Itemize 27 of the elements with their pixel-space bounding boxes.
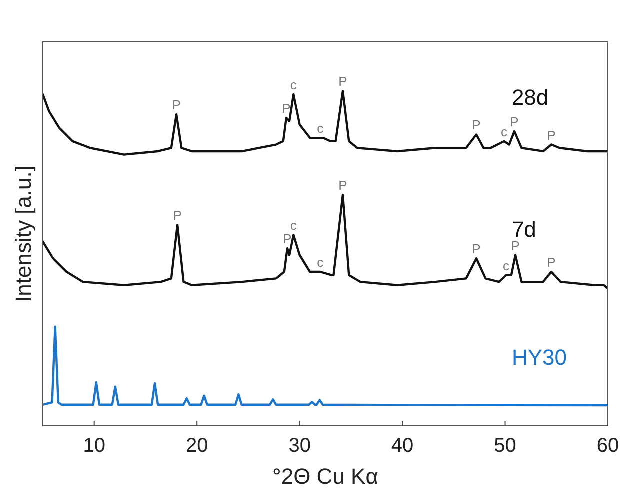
series-label: HY30 bbox=[512, 344, 567, 370]
annotation: P bbox=[338, 178, 348, 193]
annotation: c bbox=[317, 121, 324, 136]
series-label: 28d bbox=[512, 84, 549, 110]
x-tick-label: 20 bbox=[186, 435, 208, 457]
annotation: P bbox=[282, 100, 291, 116]
annotation: P bbox=[338, 74, 348, 90]
annotation: P bbox=[472, 118, 481, 133]
annotation: P bbox=[547, 255, 556, 270]
y-axis-title: Intensity [a.u.] bbox=[11, 166, 36, 302]
annotation: c bbox=[290, 78, 298, 93]
x-tick-label: 40 bbox=[391, 435, 414, 457]
annotation: P bbox=[173, 208, 182, 224]
annotation: P bbox=[172, 98, 181, 113]
annotation: P bbox=[547, 128, 556, 143]
annotation: P bbox=[510, 114, 519, 130]
annotation: P bbox=[283, 232, 292, 247]
x-tick-label: 30 bbox=[288, 435, 311, 457]
x-tick-label: 50 bbox=[494, 435, 516, 457]
annotation: c bbox=[503, 258, 510, 274]
annotation: c bbox=[317, 255, 324, 270]
x-axis-title: °2Θ Cu Kα bbox=[272, 464, 379, 489]
annotation: P bbox=[472, 242, 481, 257]
x-tick-label: 10 bbox=[83, 435, 106, 457]
x-tick-label: 60 bbox=[596, 435, 620, 457]
annotation: c bbox=[290, 218, 298, 234]
annotation: c bbox=[500, 124, 508, 140]
